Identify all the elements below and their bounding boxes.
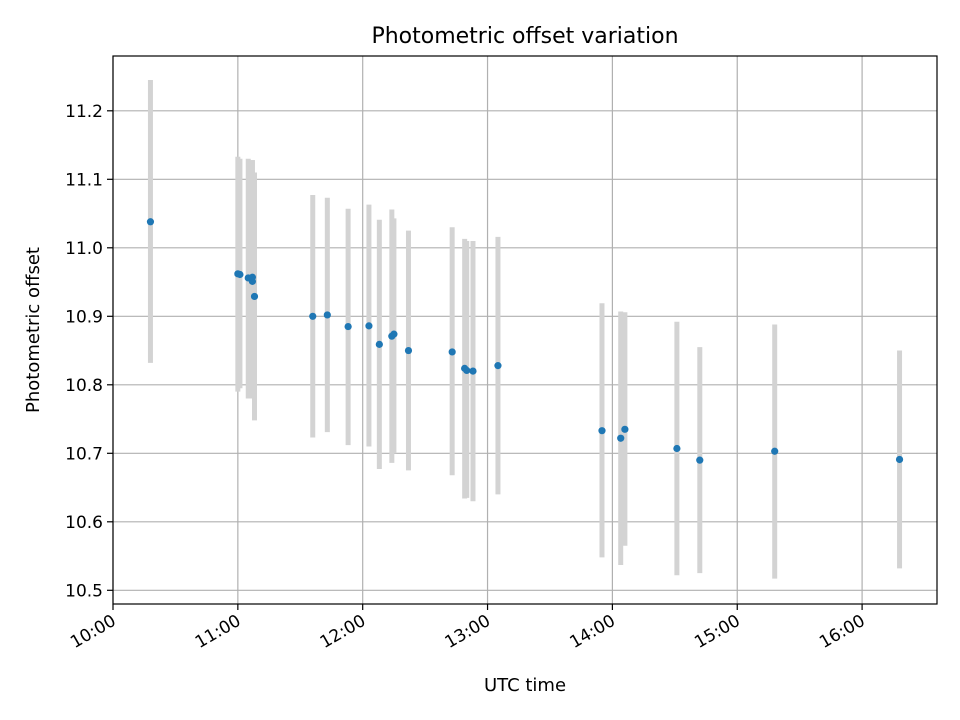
x-axis-label: UTC time (484, 675, 566, 696)
data-point (621, 425, 629, 433)
data-point (448, 348, 456, 356)
data-point (673, 444, 681, 453)
data-point (375, 340, 383, 348)
y-tick-label: 11.1 (65, 170, 103, 190)
x-axis-ticks: 10:00 11:00 12:00 13:00 14:00 15:00 16:00 (67, 604, 869, 653)
y-tick-label: 10.7 (65, 444, 103, 464)
plot-frame (112, 55, 938, 605)
y-tick-label: 10.6 (65, 513, 103, 533)
y-tick-label: 11.0 (65, 239, 103, 259)
x-tick-label: 15:00 (691, 611, 743, 653)
x-tick-label: 13:00 (442, 611, 494, 653)
x-tick-label: 16:00 (816, 611, 868, 653)
x-tick-label: 12:00 (317, 611, 369, 653)
data-point (469, 367, 477, 375)
chart-title: Photometric offset variation (371, 24, 678, 49)
data-point (236, 270, 244, 279)
data-point (598, 427, 606, 435)
data-point (146, 218, 155, 226)
data-points (146, 218, 904, 464)
x-tick-label: 10:00 (67, 611, 119, 653)
data-point (771, 447, 779, 455)
data-point (617, 434, 625, 442)
x-tick-label: 11:00 (192, 611, 244, 653)
data-point (250, 292, 259, 301)
data-point (365, 322, 373, 330)
y-tick-label: 10.5 (65, 581, 103, 601)
data-point (463, 366, 471, 375)
data-point (895, 455, 904, 464)
data-point (404, 346, 413, 355)
x-tick-label: 14:00 (566, 611, 618, 653)
y-tick-label: 11.2 (65, 102, 103, 122)
data-point (390, 330, 398, 338)
y-tick-label: 10.8 (65, 376, 103, 396)
data-point (248, 273, 257, 281)
data-point (309, 312, 317, 320)
data-point (323, 311, 331, 319)
data-point (494, 362, 502, 370)
data-point (344, 322, 352, 331)
data-point (696, 456, 704, 464)
y-axis-label: Photometric offset (23, 247, 44, 413)
error-bars (147, 79, 903, 579)
y-axis-ticks: 10.5 10.6 10.7 10.8 10.9 11.0 11.1 11.2 (65, 102, 113, 601)
y-tick-label: 10.9 (65, 307, 103, 327)
